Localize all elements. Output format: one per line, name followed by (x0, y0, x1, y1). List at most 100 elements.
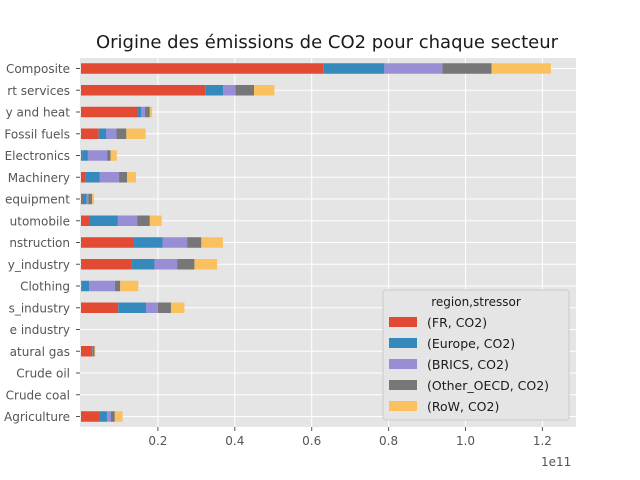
x-tick-label: 0.2 (148, 434, 167, 448)
bar-segment (81, 237, 135, 248)
bar-segment (92, 346, 95, 357)
chart-title: Origine des émissions de CO2 pour chaque… (96, 32, 559, 53)
bar-segment (162, 237, 188, 248)
bar-segment (87, 150, 108, 161)
legend-swatch (389, 338, 417, 348)
bar-segment (81, 172, 86, 183)
bar-segment (187, 237, 202, 248)
bar-segment (86, 193, 89, 205)
y-tick-label: nstruction (9, 236, 70, 250)
bar-segment (81, 63, 324, 74)
bar-segment (194, 259, 218, 270)
bar-segment (107, 411, 111, 422)
legend-label: (Other_OECD, CO2) (427, 378, 549, 393)
bar-segment (110, 150, 117, 161)
y-axis-ticks: Agriculture Crude coal Crude oil atural gas… (4, 62, 80, 424)
bar-segment (81, 128, 99, 139)
bar-segment (131, 259, 155, 270)
bar-segment (81, 85, 206, 96)
bar-segment (92, 193, 95, 205)
legend-label: (Europe, CO2) (427, 336, 515, 351)
bar-segment (127, 172, 136, 183)
bar-segment (134, 237, 163, 248)
legend-swatch (389, 380, 417, 390)
y-tick-label: atural gas (10, 345, 70, 359)
bar-segment (137, 106, 142, 118)
bar-segment (149, 215, 162, 226)
y-tick-label: y and heat (6, 106, 71, 120)
x-tick-label: 0.4 (225, 434, 244, 448)
bar-segment (384, 63, 443, 74)
bar-segment (144, 106, 150, 118)
bar-segment (85, 172, 100, 183)
legend: region,stressor (FR, CO2) (Europe, CO2) (B… (382, 289, 570, 421)
legend-label: (RoW, CO2) (427, 399, 499, 414)
bar-segment (81, 346, 91, 357)
bar-segment (205, 85, 224, 96)
bar-segment (82, 193, 87, 205)
y-tick-label: e industry (10, 323, 70, 337)
bar-segment (81, 411, 100, 422)
bar-segment (81, 106, 138, 118)
bar-segment (137, 215, 150, 226)
y-tick-label: rt services (7, 84, 70, 98)
bar-segment (106, 128, 117, 139)
bar-segment (89, 280, 115, 292)
y-tick-label: utomobile (10, 214, 70, 228)
bar-segment (81, 280, 90, 292)
y-tick-label: Fossil fuels (4, 127, 70, 141)
bar-segment (119, 172, 128, 183)
bar-segment (81, 150, 83, 161)
y-tick-label: Crude oil (16, 367, 70, 381)
legend-items: (FR, CO2) (Europe, CO2) (BRICS, CO2) (Other… (389, 315, 549, 414)
y-tick-label: s_industry (9, 301, 70, 315)
bar-segment (82, 150, 88, 161)
bar-segment (90, 346, 93, 357)
bar-segment (170, 302, 185, 313)
bar-segment (81, 259, 132, 270)
bar-segment (94, 346, 96, 357)
bar-segment (88, 193, 93, 205)
bar-segment (99, 172, 120, 183)
x-axis-ticks: 0.2 0.4 0.6 0.8 1.0 1.2 (148, 427, 552, 448)
y-tick-label: Electronics (5, 149, 70, 163)
bar-segment (126, 128, 146, 139)
bar-segment (81, 302, 119, 313)
y-tick-label: Machinery (8, 171, 70, 185)
bar-segment (491, 63, 551, 74)
bar-segment (149, 106, 153, 118)
bar-segment (114, 411, 123, 422)
x-tick-label: 0.8 (379, 434, 398, 448)
bar-segment (177, 259, 195, 270)
legend-swatch (389, 359, 417, 369)
y-tick-label: equipment (5, 193, 70, 207)
bar-segment (92, 346, 93, 357)
bar-segment (81, 215, 90, 226)
legend-label: (BRICS, CO2) (427, 357, 509, 372)
y-tick-label: Agriculture (4, 410, 70, 424)
x-axis-offset-label: 1e11 (541, 455, 571, 469)
legend-title: region,stressor (431, 295, 521, 309)
bar-segment (114, 280, 121, 292)
bars-group (81, 63, 551, 422)
y-tick-label: y_industry (8, 258, 70, 272)
bar-segment (107, 150, 111, 161)
bar-segment (81, 280, 82, 292)
legend-label: (FR, CO2) (427, 315, 487, 330)
bar-segment (89, 215, 118, 226)
bar-segment (254, 85, 275, 96)
bar-segment (120, 280, 139, 292)
legend-swatch (389, 317, 417, 327)
y-tick-label: Crude coal (6, 388, 70, 402)
bar-segment (98, 128, 107, 139)
bar-segment (110, 411, 115, 422)
bar-segment (99, 411, 108, 422)
x-tick-label: 1.0 (456, 434, 475, 448)
bar-segment (116, 128, 127, 139)
legend-swatch (389, 401, 417, 411)
x-tick-label: 0.6 (302, 434, 321, 448)
bar-segment (323, 63, 385, 74)
bar-segment (117, 215, 138, 226)
bar-segment (201, 237, 223, 248)
